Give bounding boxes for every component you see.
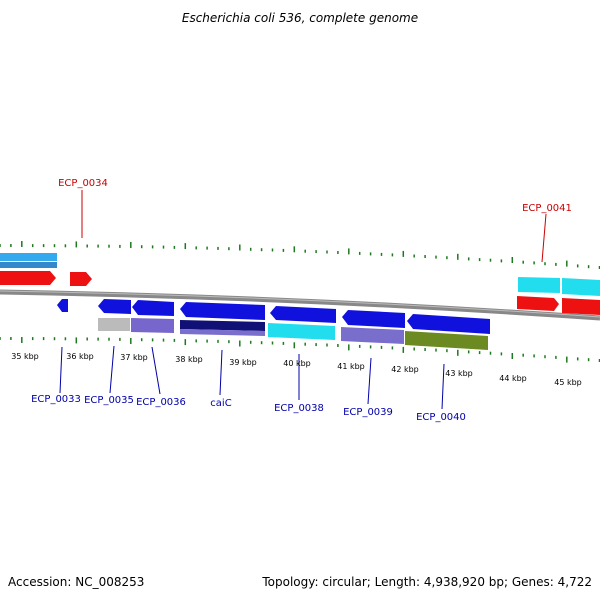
scale-label: 38 kbp <box>175 355 203 364</box>
leader-ECP_0039 <box>367 357 372 405</box>
feature-ECP_0039-purple[interactable] <box>341 327 404 344</box>
scale-labels: 35 kbp 36 kbp 37 kbp 38 kbp 39 kbp 40 kb… <box>11 352 582 387</box>
feature-ECP_0036-arrow[interactable] <box>132 300 174 316</box>
scale-label: 39 kbp <box>229 358 257 367</box>
scale-label: 43 kbp <box>445 369 473 378</box>
feature-caiC-navy[interactable] <box>180 320 265 331</box>
leader-ECP_0035 <box>109 345 115 394</box>
forward-tick-track <box>0 241 600 269</box>
scale-label: 35 kbp <box>11 352 39 361</box>
feature-ECP_0035-grey[interactable] <box>98 318 130 331</box>
scale-label: 42 kbp <box>391 365 419 374</box>
feature-ECP_0041-arrow[interactable] <box>517 296 559 311</box>
label-ECP_0040[interactable]: ECP_0040 <box>416 412 466 423</box>
map-title: Escherichia coli 536, complete genome <box>182 11 418 25</box>
label-ECP_0038[interactable]: ECP_0038 <box>274 403 324 414</box>
label-ECP_0035[interactable]: ECP_0035 <box>84 395 134 406</box>
label-ECP_0033[interactable]: ECP_0033 <box>31 394 81 405</box>
feature-ECP_0040-arrow[interactable] <box>407 314 490 334</box>
leader-ECP_0036 <box>151 346 161 395</box>
feature-ECP_0038-arrow[interactable] <box>270 306 336 323</box>
accession-text: Accession: NC_008253 <box>8 575 144 589</box>
genome-backbone <box>0 289 600 321</box>
feature-ECP_0034b-arrow[interactable] <box>70 272 92 286</box>
feature-ECP_0040-olive[interactable] <box>405 331 488 350</box>
scale-label: 40 kbp <box>283 359 311 368</box>
scale-label: 37 kbp <box>120 353 148 362</box>
leader-ECP_0040 <box>441 363 445 410</box>
scale-label: 41 kbp <box>337 362 365 371</box>
feature-ECP_0041-cyan-b[interactable] <box>562 278 600 296</box>
label-ECP_0036[interactable]: ECP_0036 <box>136 397 186 408</box>
genome-summary: Topology: circular; Length: 4,938,920 bp… <box>261 575 592 589</box>
scale-label: 44 kbp <box>499 374 527 383</box>
label-ECP_0041[interactable]: ECP_0041 <box>522 203 572 214</box>
reverse-tick-track <box>0 337 600 363</box>
label-ECP_0034[interactable]: ECP_0034 <box>58 178 108 189</box>
leader-caiC <box>219 349 223 396</box>
feature-ECP_0041-cyan[interactable] <box>518 277 560 293</box>
feature-ECP_0034-arrow[interactable] <box>0 271 56 285</box>
label-ECP_0039[interactable]: ECP_0039 <box>343 407 393 418</box>
reverse-features <box>57 299 490 350</box>
feature-light-blue[interactable] <box>0 253 57 261</box>
feature-ECP_0035-arrow[interactable] <box>98 299 131 314</box>
reverse-labels: ECP_0033 ECP_0035 ECP_0036 caiC ECP_0038… <box>31 345 466 423</box>
feature-caiC-arrow[interactable] <box>180 302 265 320</box>
feature-ECP_0036-lavender[interactable] <box>131 318 174 333</box>
genome-backbone-highlight <box>0 290 600 318</box>
feature-ECP_0039-arrow[interactable] <box>342 310 405 328</box>
scale-label: 36 kbp <box>66 352 94 361</box>
feature-ECP_0033-arrow[interactable] <box>57 299 68 312</box>
forward-features <box>0 253 600 315</box>
feature-light-blue-shade[interactable] <box>0 262 57 268</box>
scale-label: 45 kbp <box>554 378 582 387</box>
feature-caiC-lavender[interactable] <box>180 329 265 336</box>
label-caiC[interactable]: caiC <box>210 398 231 409</box>
forward-labels: ECP_0034 ECP_0041 <box>58 178 572 263</box>
leader-ECP_0041 <box>541 213 547 263</box>
leader-ECP_0033 <box>59 346 63 394</box>
feature-ECP_0038-cyan[interactable] <box>268 323 335 340</box>
feature-ECP_0041-arrow-b[interactable] <box>562 298 600 315</box>
